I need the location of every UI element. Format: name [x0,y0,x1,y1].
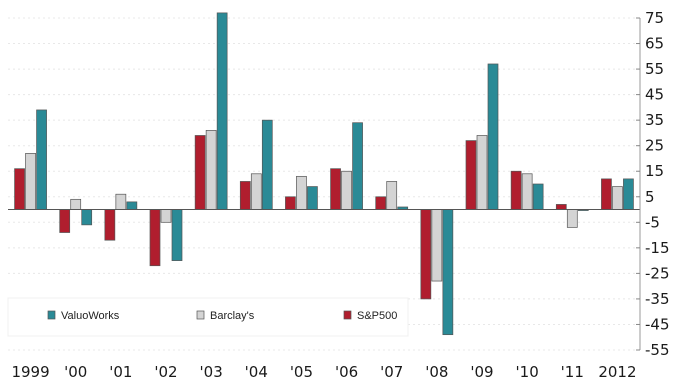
bar-sp500-2 [104,209,116,241]
x-tick-label-1: '00 [64,363,87,381]
bar-sp500-9 [420,209,432,300]
bar-valuoworks-4 [216,12,228,210]
bar-barclays-10 [476,135,488,210]
bar-barclays-7 [341,170,352,210]
x-tick-label-7: '06 [335,363,358,381]
legend-swatch-0 [47,310,56,320]
bar-valuoworks-13 [623,178,634,210]
bar-sp500-11 [510,170,522,210]
x-tick-label-10: '09 [470,363,493,381]
legend-label-2: S&P500 [357,310,397,322]
y-tick-label-6: 15 [645,162,664,180]
y-tick-label-10: -25 [645,264,670,282]
bar-valuoworks-0 [36,109,47,210]
x-tick-label-3: '02 [154,363,177,381]
bar-valuoworks-3 [171,209,183,261]
x-tick-label-6: '05 [290,363,313,381]
bar-barclays-12 [566,209,578,228]
bar-sp500-6 [285,196,296,210]
x-tick-label-5: '04 [245,363,268,381]
x-tick-labels: 1999 '00 '01 '02 '03 '04 '05 '06 '07 '08 '09 '10 '11… [11,363,636,381]
y-tick-label-4: 35 [645,111,664,129]
y-tick-label-7: 5 [645,188,655,206]
legend-swatch-2 [343,310,352,320]
y-tick-label-0: 75 [645,9,664,27]
bar-valuoworks-9 [442,209,454,336]
bar-barclays-2 [115,193,127,210]
bar-barclays-8 [386,181,398,210]
x-tick-label-12: '11 [561,363,584,381]
bar-sp500-1 [59,209,71,233]
bar-barclays-5 [250,173,262,210]
legend-label-0: ValuoWorks [61,310,120,322]
legend: ValuoWorks Barclay's S&P500 [7,297,409,337]
y-tick-labels: 75 65 55 45 35 25 15 5 -5 -15 -25 -35 -45 -55 [636,9,670,359]
bar-sp500-4 [194,135,206,210]
x-tick-label-2: '01 [109,363,132,381]
x-tick-label-11: '10 [516,363,539,381]
x-tick-label-0: 1999 [11,363,49,381]
bar-barclays-4 [205,130,217,210]
y-tick-label-5: 25 [645,137,664,155]
bar-barclays-13 [612,186,623,210]
bar-barclays-1 [70,198,82,210]
bar-sp500-8 [375,196,387,210]
y-tick-label-9: -15 [645,239,670,257]
bar-valuoworks-10 [487,63,499,210]
x-tick-label-8: '07 [380,363,403,381]
bar-valuoworks-11 [532,183,544,210]
bar-barclays-0 [25,153,36,210]
y-tick-label-13: -55 [645,341,670,359]
y-tick-label-2: 55 [645,60,664,78]
y-tick-label-12: -45 [645,315,670,333]
bar-valuoworks-1 [81,209,93,226]
x-tick-label-13: 2012 [598,363,636,381]
bar-valuoworks-5 [261,119,273,210]
bar-valuoworks-2 [126,201,138,210]
bar-sp500-12 [555,204,567,210]
legend-box [7,297,409,337]
legend-label-1: Barclay's [210,310,255,322]
bar-sp500-3 [149,209,161,267]
bar-sp500-10 [465,140,477,210]
y-tick-label-1: 65 [645,35,664,53]
bar-barclays-11 [521,173,533,210]
bar-barclays-9 [431,209,443,282]
bar-valuoworks-6 [307,186,318,210]
bar-sp500-7 [330,168,341,210]
bars-group [14,12,634,336]
bar-sp500-0 [14,168,25,210]
y-tick-label-11: -35 [645,290,670,308]
legend-swatch-1 [196,310,205,320]
bar-valuoworks-7 [352,122,363,210]
y-tick-label-8: -5 [645,213,660,231]
bar-sp500-5 [239,181,251,210]
y-tick-label-3: 45 [645,86,664,104]
bar-barclays-6 [296,175,307,210]
x-tick-label-4: '03 [200,363,223,381]
bar-barclays-3 [160,209,172,223]
bar-sp500-13 [601,178,612,210]
x-tick-label-9: '08 [425,363,448,381]
